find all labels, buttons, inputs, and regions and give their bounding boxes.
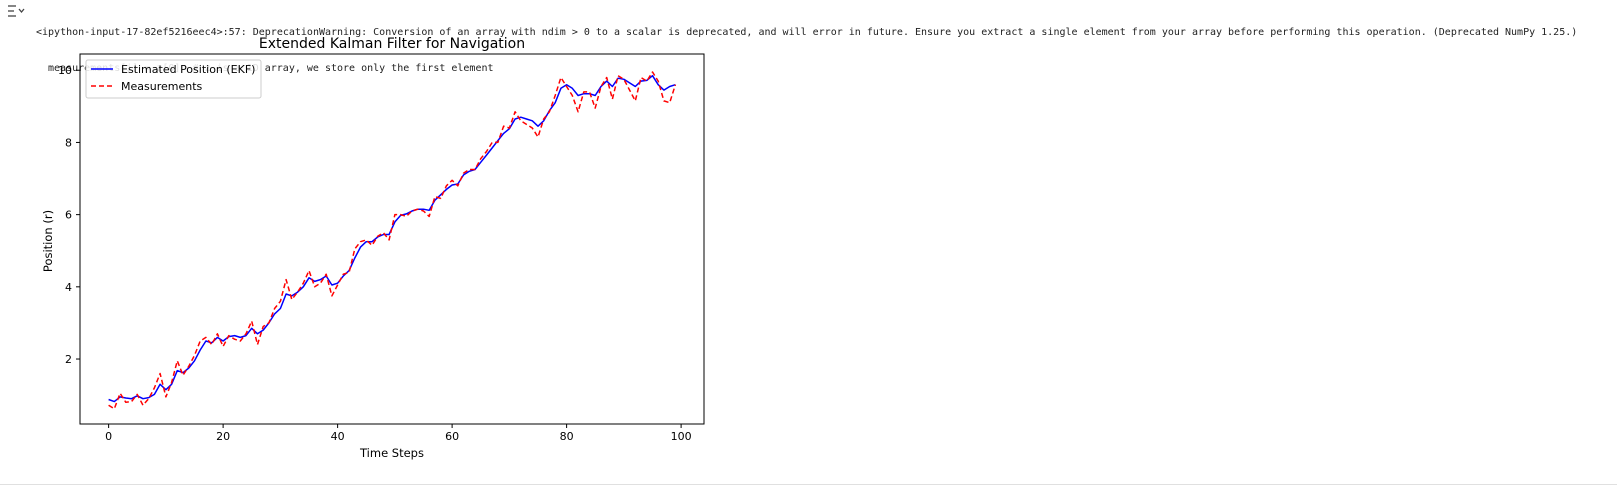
cell-bottom-border — [0, 484, 1617, 485]
legend-label: Measurements — [121, 80, 203, 93]
ekf-estimate-line — [108, 74, 676, 403]
legend: Estimated Position (EKF) Measurements — [85, 59, 262, 99]
legend-box — [85, 59, 262, 99]
plot-lines — [108, 71, 677, 410]
x-tick-label: 40 — [331, 430, 345, 443]
y-tick-label: 2 — [65, 353, 72, 366]
y-tick-label: 6 — [65, 209, 72, 222]
x-tick-label: 80 — [560, 430, 574, 443]
axis-ticks: 0 20 40 60 80 100 2 4 6 8 10 — [58, 64, 692, 443]
x-axis-label: Time Steps — [359, 446, 424, 460]
x-tick-label: 20 — [216, 430, 230, 443]
y-axis-label: Position (r) — [41, 210, 55, 272]
plot-frame — [79, 53, 705, 425]
y-tick-label: 4 — [65, 281, 72, 294]
y-tick-label: 8 — [65, 136, 72, 149]
chart-title: Extended Kalman Filter for Navigation — [259, 36, 525, 52]
measurements-line — [108, 71, 677, 410]
warning-line-1: <ipython-input-17-82ef5216eec4>:57: Depr… — [36, 27, 1578, 38]
x-tick-label: 0 — [105, 430, 112, 443]
x-tick-label: 100 — [671, 430, 692, 443]
legend-label: Estimated Position (EKF) — [121, 63, 255, 76]
output-toggle-icon[interactable] — [6, 3, 26, 19]
x-tick-label: 60 — [445, 430, 459, 443]
y-tick-label: 10 — [58, 64, 72, 77]
